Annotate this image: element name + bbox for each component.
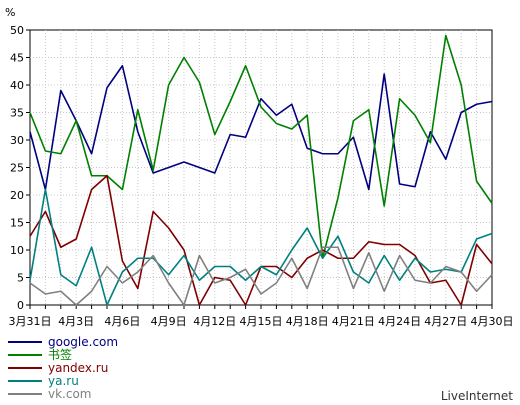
legend-label: google.com	[48, 335, 118, 349]
x-tick-label: 4月3日	[58, 315, 94, 328]
x-tick-label: 4月15日	[240, 315, 283, 328]
y-tick-label: 25	[10, 162, 24, 175]
y-tick-label: 50	[10, 24, 24, 37]
y-tick-label: 10	[10, 244, 24, 257]
y-tick-label: 45	[10, 52, 24, 65]
legend-label: yandex.ru	[48, 361, 108, 375]
brand-label: LiveInternet	[441, 389, 513, 403]
y-tick-label: 0	[17, 299, 24, 312]
legend-label: ya.ru	[48, 374, 79, 388]
x-tick-label: 3月31日	[9, 315, 52, 328]
y-tick-label: 20	[10, 189, 24, 202]
x-tick-label: 4月18日	[286, 315, 329, 328]
series-line-vk-com	[29, 246, 493, 306]
x-tick-label: 4月27日	[424, 315, 467, 328]
x-tick-label: 4月21日	[332, 315, 375, 328]
x-tick-label: 4月6日	[104, 315, 140, 328]
x-tick-label: 4月30日	[471, 315, 514, 328]
x-tick-label: 4月9日	[151, 315, 187, 328]
x-axis-ticks: 3月31日 4月3日 4月6日 4月9日 4月12日 4月15日 4月18日 4月21日 4月2…	[9, 305, 514, 328]
y-tick-label: 30	[10, 134, 24, 147]
legend-label: vk.com	[48, 387, 92, 401]
series-line-google-com	[29, 64, 493, 191]
series-lines	[29, 34, 493, 306]
y-tick-label: 15	[10, 217, 24, 230]
y-tick-label: 40	[10, 79, 24, 92]
y-axis-unit-label: %	[5, 6, 15, 19]
series-line-ya-ru	[29, 188, 493, 306]
x-tick-label: 4月12日	[193, 315, 236, 328]
x-tick-label: 4月24日	[378, 315, 421, 328]
y-axis-ticks: 0 5 10 15 20 25 30 35 40 45 50	[10, 24, 30, 312]
y-tick-label: 35	[10, 107, 24, 120]
grid-lines	[30, 30, 492, 305]
y-tick-label: 5	[17, 272, 24, 285]
legend-label: 书签	[48, 347, 72, 362]
